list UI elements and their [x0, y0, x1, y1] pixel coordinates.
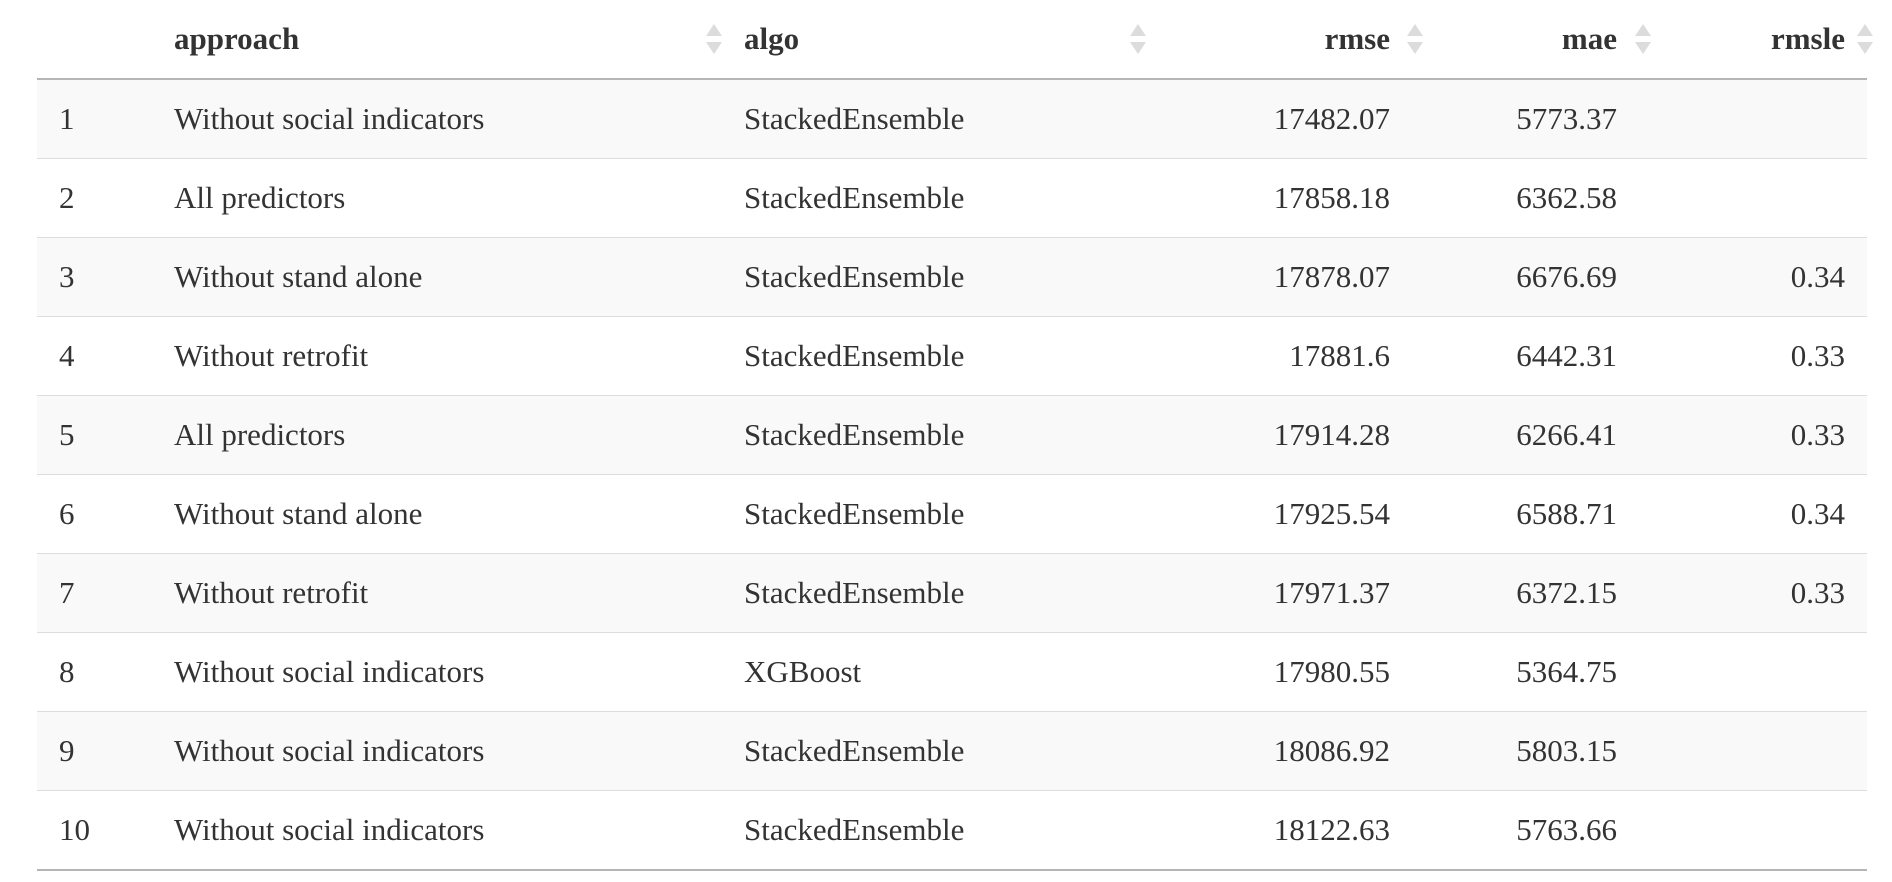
- column-header-approach-label: approach: [174, 21, 300, 56]
- algo-cell: StackedEnsemble: [744, 790, 1168, 871]
- column-header-approach[interactable]: approach: [174, 0, 744, 80]
- approach-cell: Without social indicators: [174, 711, 744, 791]
- column-header-mae[interactable]: mae: [1435, 0, 1663, 80]
- mae-cell: 6362.58: [1435, 158, 1663, 238]
- rmsle-cell: 0.33: [1663, 395, 1867, 475]
- approach-cell: All predictors: [174, 158, 744, 238]
- algo-cell: XGBoost: [744, 632, 1168, 712]
- row-index: 7: [37, 553, 174, 633]
- mae-cell: 6676.69: [1435, 237, 1663, 317]
- table-row[interactable]: 7 Without retrofit StackedEnsemble 17971…: [37, 553, 1867, 633]
- rmse-cell: 17482.07: [1168, 79, 1435, 159]
- table-row[interactable]: 5 All predictors StackedEnsemble 17914.2…: [37, 395, 1867, 475]
- rmsle-cell: [1663, 79, 1867, 159]
- mae-cell: 5364.75: [1435, 632, 1663, 712]
- mae-cell: 6266.41: [1435, 395, 1663, 475]
- approach-cell: All predictors: [174, 395, 744, 475]
- table-row[interactable]: 8 Without social indicators XGBoost 1798…: [37, 632, 1867, 712]
- rmsle-cell: [1663, 790, 1867, 871]
- row-index: 6: [37, 474, 174, 554]
- algo-cell: StackedEnsemble: [744, 395, 1168, 475]
- algo-cell: StackedEnsemble: [744, 711, 1168, 791]
- algo-cell: StackedEnsemble: [744, 553, 1168, 633]
- column-header-mae-label: mae: [1561, 21, 1617, 56]
- column-header-rmsle[interactable]: rmsle: [1663, 0, 1873, 80]
- column-header-rmse[interactable]: rmse: [1168, 0, 1435, 80]
- rmse-cell: 17914.28: [1168, 395, 1435, 475]
- approach-cell: Without retrofit: [174, 553, 744, 633]
- approach-cell: Without retrofit: [174, 316, 744, 396]
- table-row[interactable]: 2 All predictors StackedEnsemble 17858.1…: [37, 158, 1867, 238]
- row-index: 5: [37, 395, 174, 475]
- row-index: 8: [37, 632, 174, 712]
- row-index: 2: [37, 158, 174, 238]
- table-row[interactable]: 10 Without social indicators StackedEnse…: [37, 790, 1867, 871]
- algo-cell: StackedEnsemble: [744, 316, 1168, 396]
- table-body: 1 Without social indicators StackedEnsem…: [37, 79, 1867, 871]
- rmsle-cell: 0.34: [1663, 474, 1867, 554]
- results-table: approach algo rmse mae rmsle: [37, 0, 1873, 871]
- approach-cell: Without stand alone: [174, 237, 744, 317]
- column-header-algo[interactable]: algo: [744, 0, 1168, 80]
- algo-cell: StackedEnsemble: [744, 237, 1168, 317]
- rmsle-cell: [1663, 711, 1867, 791]
- table-row[interactable]: 6 Without stand alone StackedEnsemble 17…: [37, 474, 1867, 554]
- table-row[interactable]: 4 Without retrofit StackedEnsemble 17881…: [37, 316, 1867, 396]
- row-index: 3: [37, 237, 174, 317]
- rmse-cell: 18122.63: [1168, 790, 1435, 871]
- column-header-rmse-label: rmse: [1324, 21, 1390, 56]
- row-index: 9: [37, 711, 174, 791]
- rmse-cell: 17925.54: [1168, 474, 1435, 554]
- rmse-cell: 17878.07: [1168, 237, 1435, 317]
- approach-cell: Without social indicators: [174, 79, 744, 159]
- approach-cell: Without stand alone: [174, 474, 744, 554]
- sort-both-icon[interactable]: [1407, 22, 1423, 56]
- table-row[interactable]: 9 Without social indicators StackedEnsem…: [37, 711, 1867, 791]
- column-header-algo-label: algo: [744, 21, 800, 56]
- sort-both-icon[interactable]: [1635, 22, 1651, 56]
- results-table-container: approach algo rmse mae rmsle: [37, 0, 1873, 871]
- algo-cell: StackedEnsemble: [744, 474, 1168, 554]
- column-header-rmsle-label: rmsle: [1770, 21, 1845, 56]
- rmse-cell: 17971.37: [1168, 553, 1435, 633]
- mae-cell: 6588.71: [1435, 474, 1663, 554]
- table-header: approach algo rmse mae rmsle: [37, 0, 1873, 80]
- table-row[interactable]: 3 Without stand alone StackedEnsemble 17…: [37, 237, 1867, 317]
- mae-cell: 5773.37: [1435, 79, 1663, 159]
- header-row: approach algo rmse mae rmsle: [37, 0, 1873, 80]
- approach-cell: Without social indicators: [174, 632, 744, 712]
- sort-both-icon[interactable]: [1857, 22, 1873, 56]
- rmsle-cell: 0.34: [1663, 237, 1867, 317]
- column-header-index: [37, 0, 174, 80]
- row-index: 4: [37, 316, 174, 396]
- rmsle-cell: [1663, 632, 1867, 712]
- mae-cell: 6442.31: [1435, 316, 1663, 396]
- algo-cell: StackedEnsemble: [744, 79, 1168, 159]
- mae-cell: 5803.15: [1435, 711, 1663, 791]
- row-index: 1: [37, 79, 174, 159]
- mae-cell: 5763.66: [1435, 790, 1663, 871]
- rmsle-cell: [1663, 158, 1867, 238]
- rmsle-cell: 0.33: [1663, 316, 1867, 396]
- rmse-cell: 17858.18: [1168, 158, 1435, 238]
- table-row[interactable]: 1 Without social indicators StackedEnsem…: [37, 79, 1867, 159]
- row-index: 10: [37, 790, 174, 871]
- rmse-cell: 17980.55: [1168, 632, 1435, 712]
- approach-cell: Without social indicators: [174, 790, 744, 871]
- sort-both-icon[interactable]: [1130, 22, 1146, 56]
- mae-cell: 6372.15: [1435, 553, 1663, 633]
- rmse-cell: 18086.92: [1168, 711, 1435, 791]
- sort-both-icon[interactable]: [706, 22, 722, 56]
- rmse-cell: 17881.6: [1168, 316, 1435, 396]
- algo-cell: StackedEnsemble: [744, 158, 1168, 238]
- rmsle-cell: 0.33: [1663, 553, 1867, 633]
